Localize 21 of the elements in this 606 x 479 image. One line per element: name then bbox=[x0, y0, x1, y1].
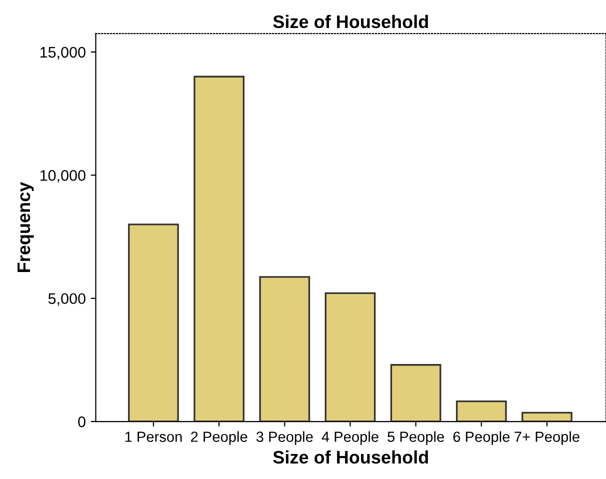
bar bbox=[390, 364, 442, 422]
x-tick-label: 5 People bbox=[388, 431, 444, 445]
y-tick-label: 10,000 bbox=[40, 170, 86, 183]
y-axis-title: Frequency bbox=[18, 182, 34, 272]
x-tick-label: 4 People bbox=[322, 431, 378, 445]
x-axis-title: Size of Household bbox=[273, 450, 428, 464]
y-tick-label: 0 bbox=[78, 416, 86, 428]
x-tick-label: 6 People bbox=[453, 431, 510, 445]
y-tick-label: 15,000 bbox=[40, 46, 86, 60]
x-tick-label: 2 People bbox=[191, 431, 248, 445]
bar bbox=[324, 292, 376, 422]
y-tick-label: 5,000 bbox=[48, 293, 86, 306]
x-tick-label: 3 People bbox=[256, 431, 313, 445]
bar bbox=[259, 276, 310, 422]
chart-title: Size of Household bbox=[273, 14, 428, 28]
x-tick-label: 1 Person bbox=[125, 432, 182, 442]
bar bbox=[194, 76, 244, 422]
bar bbox=[522, 412, 572, 422]
x-tick-label: 7+ People bbox=[514, 431, 580, 445]
bar bbox=[128, 224, 179, 422]
bar bbox=[456, 400, 507, 422]
